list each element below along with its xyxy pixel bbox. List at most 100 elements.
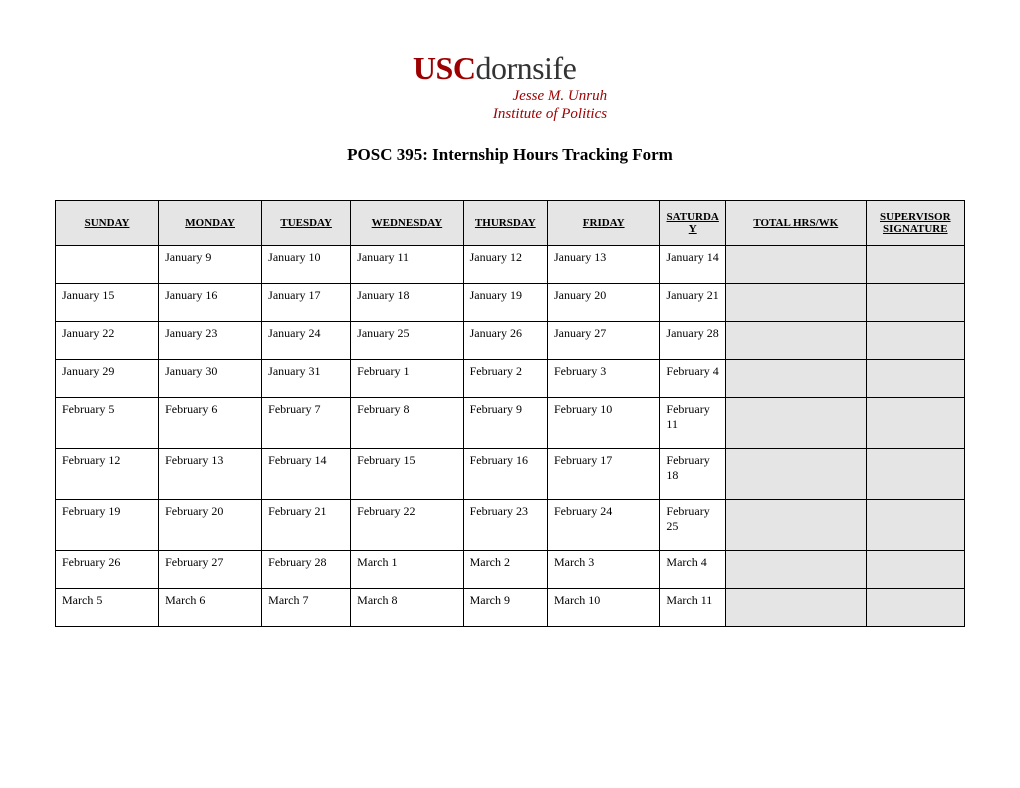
table-cell — [726, 589, 867, 627]
logo-subtitle-2: Institute of Politics — [493, 105, 607, 123]
table-cell: January 27 — [547, 322, 659, 360]
table-cell: February 23 — [463, 500, 547, 551]
table-cell: February 28 — [262, 551, 351, 589]
table-cell: February 17 — [547, 449, 659, 500]
logo-subtitle-1: Jesse M. Unruh — [493, 87, 607, 105]
table-cell: February 2 — [463, 360, 547, 398]
table-cell: February 10 — [547, 398, 659, 449]
table-cell: January 10 — [262, 246, 351, 284]
col-header-signature: SUPERVISOR SIGNATURE — [866, 201, 964, 246]
table-cell: February 22 — [351, 500, 463, 551]
table-cell: February 16 — [463, 449, 547, 500]
table-cell: February 13 — [159, 449, 262, 500]
table-cell — [866, 360, 964, 398]
table-cell: March 10 — [547, 589, 659, 627]
table-cell: February 9 — [463, 398, 547, 449]
table-cell: March 6 — [159, 589, 262, 627]
table-cell: February 6 — [159, 398, 262, 449]
table-row: February 26February 27February 28March 1… — [56, 551, 965, 589]
table-cell: February 4 — [660, 360, 726, 398]
table-cell — [866, 449, 964, 500]
table-cell — [866, 500, 964, 551]
table-cell: March 2 — [463, 551, 547, 589]
logo-container: USCdornsife Jesse M. Unruh Institute of … — [55, 50, 965, 123]
table-cell: February 7 — [262, 398, 351, 449]
table-cell: January 16 — [159, 284, 262, 322]
table-row: January 22January 23January 24January 25… — [56, 322, 965, 360]
col-header-friday: FRIDAY — [547, 201, 659, 246]
table-cell — [866, 398, 964, 449]
table-cell: February 24 — [547, 500, 659, 551]
col-header-saturday: SATURDAY — [660, 201, 726, 246]
table-cell — [866, 589, 964, 627]
table-cell: January 9 — [159, 246, 262, 284]
table-cell: January 26 — [463, 322, 547, 360]
table-cell: January 30 — [159, 360, 262, 398]
logo: USCdornsife Jesse M. Unruh Institute of … — [413, 50, 607, 123]
table-cell: January 22 — [56, 322, 159, 360]
table-cell: February 26 — [56, 551, 159, 589]
page-title: POSC 395: Internship Hours Tracking Form — [55, 145, 965, 165]
table-cell: February 3 — [547, 360, 659, 398]
table-cell: February 14 — [262, 449, 351, 500]
table-cell: January 21 — [660, 284, 726, 322]
table-cell: February 11 — [660, 398, 726, 449]
table-cell: March 7 — [262, 589, 351, 627]
table-cell: January 14 — [660, 246, 726, 284]
logo-usc: USC — [413, 50, 476, 86]
table-cell — [726, 449, 867, 500]
table-cell: January 23 — [159, 322, 262, 360]
table-cell: January 20 — [547, 284, 659, 322]
table-cell — [726, 398, 867, 449]
table-row: January 29January 30January 31February 1… — [56, 360, 965, 398]
table-cell — [866, 322, 964, 360]
table-cell: January 12 — [463, 246, 547, 284]
table-cell — [726, 246, 867, 284]
table-cell: March 5 — [56, 589, 159, 627]
table-cell: March 4 — [660, 551, 726, 589]
table-cell: March 1 — [351, 551, 463, 589]
hours-tracking-table: SUNDAY MONDAY TUESDAY WEDNESDAY THURSDAY… — [55, 200, 965, 627]
col-header-total: TOTAL HRS/WK — [726, 201, 867, 246]
table-cell: March 11 — [660, 589, 726, 627]
table-cell: January 28 — [660, 322, 726, 360]
table-cell: February 20 — [159, 500, 262, 551]
table-cell — [726, 500, 867, 551]
table-row: March 5March 6March 7March 8March 9March… — [56, 589, 965, 627]
table-header-row: SUNDAY MONDAY TUESDAY WEDNESDAY THURSDAY… — [56, 201, 965, 246]
table-cell: February 15 — [351, 449, 463, 500]
table-row: February 5February 6February 7February 8… — [56, 398, 965, 449]
table-cell: January 13 — [547, 246, 659, 284]
table-cell: January 11 — [351, 246, 463, 284]
col-header-wednesday: WEDNESDAY — [351, 201, 463, 246]
table-cell — [726, 322, 867, 360]
col-header-monday: MONDAY — [159, 201, 262, 246]
table-cell: January 29 — [56, 360, 159, 398]
table-cell: February 21 — [262, 500, 351, 551]
table-cell: January 31 — [262, 360, 351, 398]
table-row: January 9January 10January 11January 12J… — [56, 246, 965, 284]
table-cell: January 18 — [351, 284, 463, 322]
table-cell — [726, 551, 867, 589]
table-row: January 15January 16January 17January 18… — [56, 284, 965, 322]
table-cell — [56, 246, 159, 284]
table-row: February 12February 13February 14Februar… — [56, 449, 965, 500]
table-cell: February 5 — [56, 398, 159, 449]
table-cell: February 8 — [351, 398, 463, 449]
table-cell: March 9 — [463, 589, 547, 627]
table-cell — [866, 284, 964, 322]
logo-main: USCdornsife — [413, 50, 607, 87]
table-cell — [866, 246, 964, 284]
table-cell: February 1 — [351, 360, 463, 398]
table-cell: January 19 — [463, 284, 547, 322]
col-header-tuesday: TUESDAY — [262, 201, 351, 246]
table-cell: February 27 — [159, 551, 262, 589]
table-cell: January 17 — [262, 284, 351, 322]
table-cell — [726, 284, 867, 322]
table-cell: January 15 — [56, 284, 159, 322]
table-body: January 9January 10January 11January 12J… — [56, 246, 965, 627]
table-cell — [866, 551, 964, 589]
table-cell — [726, 360, 867, 398]
logo-dornsife: dornsife — [475, 50, 576, 86]
table-cell: February 25 — [660, 500, 726, 551]
